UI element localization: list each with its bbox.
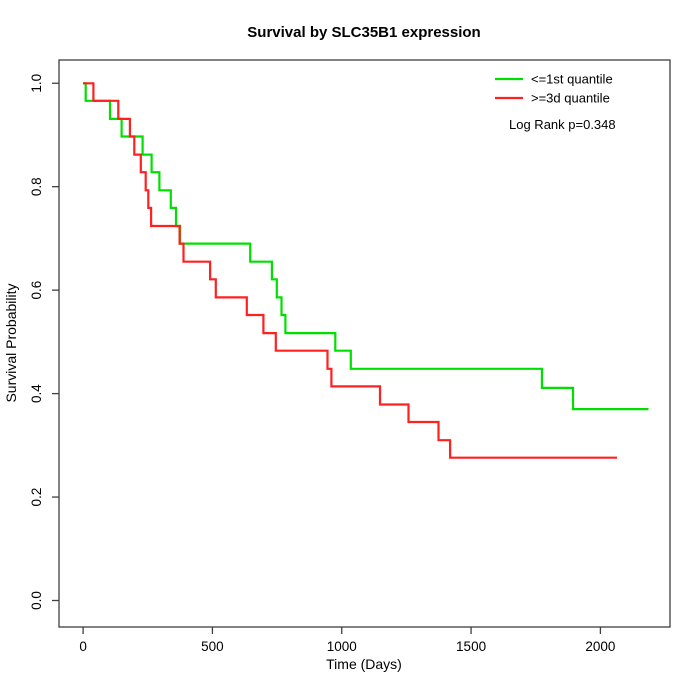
km-curve-low <box>83 82 649 411</box>
legend: Log Rank p=0.348 <=1st quantile >=3d quan… <box>495 72 616 132</box>
survival-curves <box>83 82 649 459</box>
x-tick-label: 500 <box>201 639 224 654</box>
y-tick-label: 0.4 <box>29 384 44 403</box>
y-tick-label: 0.0 <box>29 591 44 610</box>
y-tick-label: 1.0 <box>29 74 44 93</box>
y-tick-label: 0.8 <box>29 177 44 196</box>
km-curve-high <box>83 82 617 459</box>
x-axis-title: Time (Days) <box>326 656 402 672</box>
legend-entry-label: >=3d quantile <box>531 91 610 106</box>
plot-box <box>58 59 671 628</box>
legend-entry-label: <=1st quantile <box>531 72 613 87</box>
x-tick-label: 1000 <box>327 639 357 654</box>
y-axis-ticks: 0.0 0.2 0.4 0.6 0.8 1.0 <box>29 74 59 610</box>
y-tick-label: 0.6 <box>29 281 44 300</box>
log-rank-annotation: Log Rank p=0.348 <box>509 117 616 132</box>
y-tick-label: 0.2 <box>29 488 44 507</box>
y-axis-title: Survival Probability <box>3 283 19 402</box>
x-axis-ticks: 0 500 1000 1500 2000 <box>79 627 615 654</box>
x-tick-label: 0 <box>79 639 87 654</box>
x-tick-label: 2000 <box>585 639 615 654</box>
plot-title: Survival by SLC35B1 expression <box>247 24 480 41</box>
x-tick-label: 1500 <box>456 639 486 654</box>
